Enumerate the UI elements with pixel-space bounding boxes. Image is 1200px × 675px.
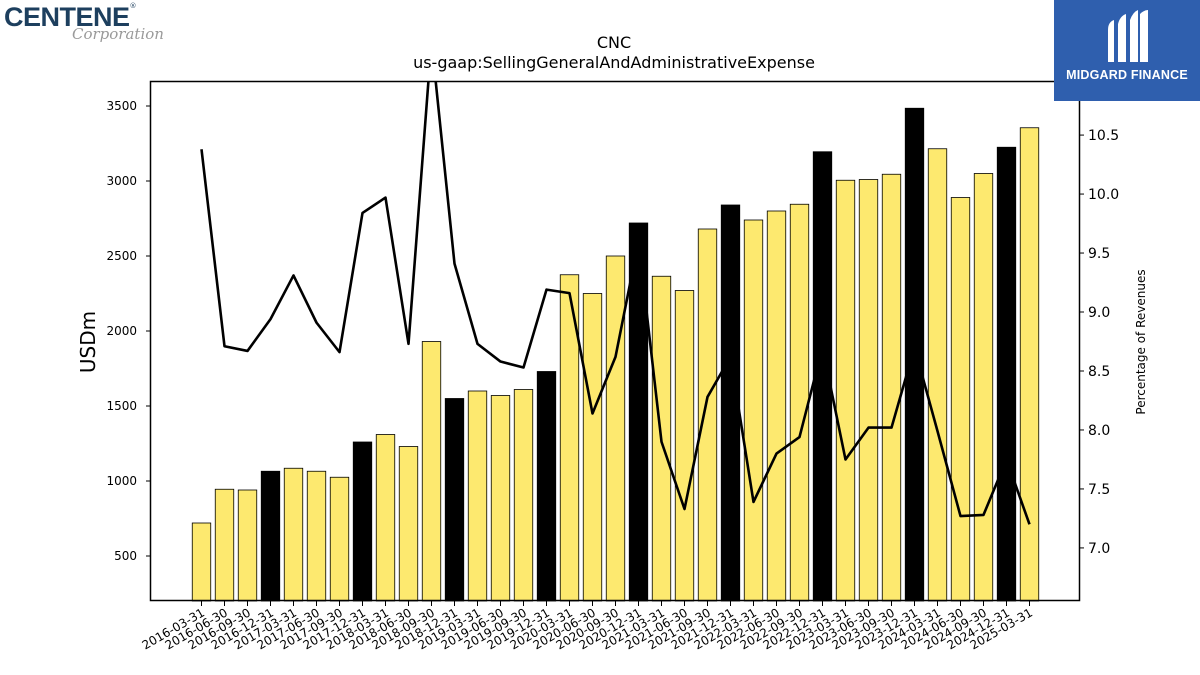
bar-2021-09-30 [697,228,718,602]
bar-2019-06-30 [490,395,511,602]
y2-tick-label: 8.5 [1088,364,1110,380]
plot-frame [149,80,1081,602]
y2-tick-label: 9.0 [1088,305,1110,321]
y2-tick-label: 8.0 [1088,423,1110,439]
y-tick-label: 500 [114,549,137,563]
x-axis: 2016-03-312016-06-302016-09-302016-12-31… [140,601,1035,652]
bar-2024-12-31 [996,146,1017,602]
y2-tick-label: 10.5 [1088,128,1119,144]
centene-logo-text: CENTENE [4,2,130,32]
bar-2022-06-30 [766,210,787,602]
y2-tick-label: 9.5 [1088,246,1110,262]
y2-tick-label: 7.0 [1088,541,1110,557]
bar-2016-12-31 [260,470,281,602]
chart-title: CNC [597,33,631,52]
bar-2018-09-30 [421,341,442,602]
bar-2017-06-30 [306,470,327,602]
bar-2020-09-30 [605,255,626,602]
bar-2024-03-31 [927,148,948,602]
bar-2023-06-30 [858,179,879,602]
y-tick-label: 1500 [106,399,137,413]
y2-tick-label: 7.5 [1088,482,1110,498]
bar-2022-09-30 [789,203,810,602]
y-tick-label: 3500 [106,99,137,113]
bar-2019-03-31 [467,390,488,602]
y2-tick-label: 10.0 [1088,187,1119,203]
left-axis: 500 1000 1500 2000 2500 3000 3500 [106,99,151,563]
y2-axis-label: Percentage of Revenues [1134,269,1148,414]
bar-2019-09-30 [513,389,534,602]
bar-2016-06-30 [214,488,235,602]
line-series [200,82,1031,525]
corporation-text: Corporation [72,25,164,43]
percentage-of-revenues-line [200,82,1031,525]
bar-2023-12-31 [904,107,925,602]
y-tick-label: 2000 [106,324,137,338]
bar-2016-03-31 [191,522,212,602]
registered-mark: ® [129,2,137,10]
y-tick-label: 2500 [106,249,137,263]
y-tick-label: 3000 [106,174,137,188]
bar-2019-12-31 [536,371,557,602]
bar-2016-09-30 [237,489,258,602]
bar-2017-09-30 [329,476,350,602]
midgard-emblem-icon [1108,10,1148,62]
bar-2018-06-30 [398,446,419,602]
bar-2018-12-31 [444,398,465,602]
bar-2023-03-31 [835,179,856,602]
y-tick-label: 1000 [106,474,137,488]
bar-2025-03-31 [1019,127,1040,602]
chart-subtitle: us-gaap:SellingGeneralAndAdministrativeE… [413,53,815,72]
right-axis: 7.0 7.5 8.0 8.5 9.0 9.5 10.0 10.5 [1079,128,1119,557]
y-axis-label: USDm [76,311,100,373]
bar-2024-09-30 [973,173,994,602]
bar-2024-06-30 [950,197,971,602]
bar-2018-03-31 [375,434,396,602]
bar-2020-06-30 [582,293,603,602]
bar-2017-03-31 [283,467,304,602]
bar-2017-12-31 [352,441,373,602]
midgard-finance-text: MIDGARD FINANCE [1066,68,1188,82]
midgard-finance-logo: MIDGARD FINANCE [1054,0,1200,101]
bar-2022-03-31 [743,219,764,602]
bar-2023-09-30 [881,173,902,602]
centene-logo: CENTENE® Corporation [4,2,184,46]
bar-2021-06-30 [674,290,695,602]
